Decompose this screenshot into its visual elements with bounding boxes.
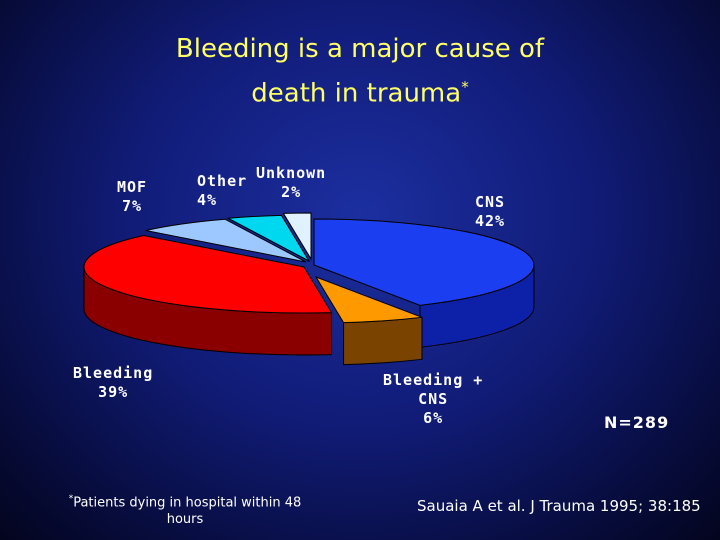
title-footnote-mark: *	[461, 78, 469, 96]
slice-label-bleeding-name: Bleeding	[73, 364, 154, 382]
slice-label-mof-value: 7%	[122, 197, 143, 215]
citation: Sauaia A et al. J Trauma 1995; 38:185	[417, 497, 701, 515]
title-line-1: Bleeding is a major cause of	[175, 34, 545, 64]
slice-label-cns-name: CNS	[475, 193, 506, 211]
slice-label-bleeding-cns-name-2: CNS	[418, 390, 449, 408]
slice-label-other: Other 4%	[197, 172, 247, 210]
footnote-text: Patients dying in hospital within 48 hou…	[73, 495, 302, 528]
slice-label-bleeding: Bleeding 39%	[73, 364, 153, 402]
slide-title: Bleeding is a major cause of death in tr…	[0, 30, 720, 113]
slice-label-mof: MOF 7%	[117, 178, 147, 216]
footnote: *Patients dying in hospital within 48 ho…	[50, 491, 320, 528]
slice-label-bleeding-cns-name-1: Bleeding +	[383, 371, 484, 389]
footnote-mark: *	[68, 494, 74, 504]
pie-slice-bleeding-cns	[314, 276, 423, 324]
slice-label-unknown-name: Unknown	[256, 164, 327, 182]
title-line-2-text: death in trauma	[251, 78, 462, 109]
slice-label-other-name: Other	[197, 172, 248, 190]
pie-slice-other	[226, 214, 311, 263]
slice-label-other-value: 4%	[197, 191, 218, 209]
pie-slice-bleeding	[83, 235, 333, 314]
pie-slice-unknown	[282, 212, 312, 261]
pie-slice-cns	[313, 218, 535, 306]
slice-label-bleeding-cns-value: 6%	[423, 409, 444, 427]
slice-label-unknown: Unknown 2%	[256, 164, 326, 202]
slice-label-cns: CNS 42%	[475, 193, 505, 231]
slice-label-cns-value: 42%	[475, 212, 506, 230]
slice-label-bleeding-cns: Bleeding + CNS 6%	[383, 371, 483, 428]
sample-size-label: N=289	[604, 413, 670, 432]
pie-slice-mof	[145, 218, 307, 263]
slice-label-mof-name: MOF	[117, 178, 148, 196]
pie-slice-side-bleeding-cns	[343, 316, 423, 366]
slice-label-unknown-value: 2%	[281, 183, 302, 201]
slice-label-bleeding-value: 39%	[98, 383, 129, 401]
title-line-2: death in trauma*	[0, 68, 720, 113]
